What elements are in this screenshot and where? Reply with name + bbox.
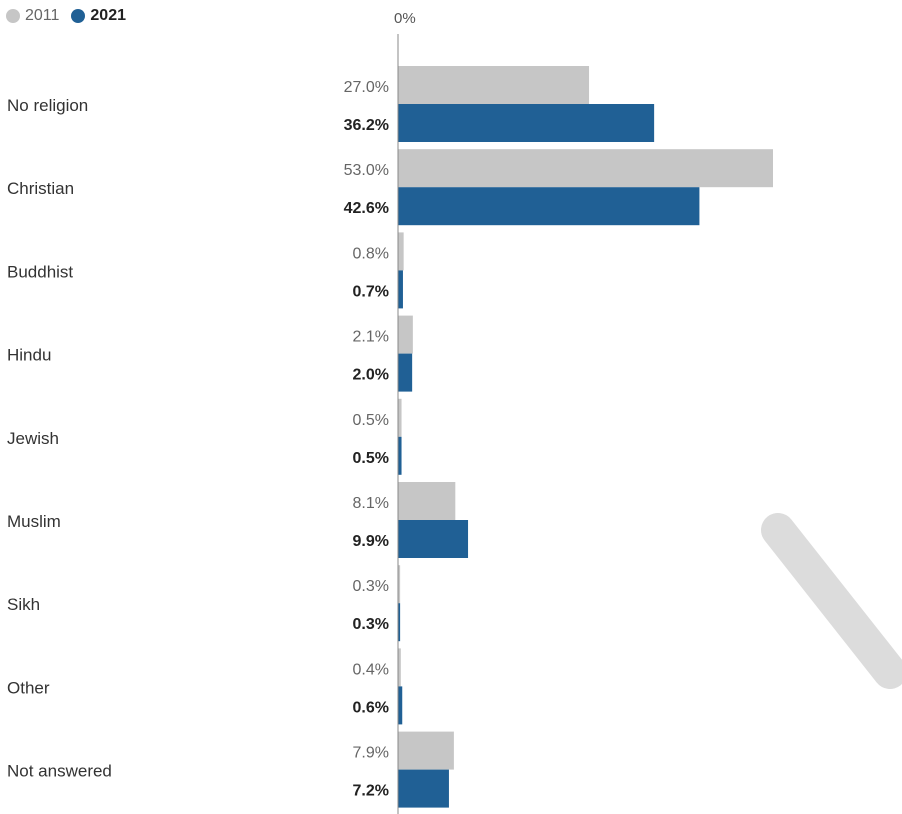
category-label-sikh: Sikh bbox=[7, 595, 40, 614]
category-label-no-religion: No religion bbox=[7, 96, 88, 115]
data-label-2011-jewish: 0.5% bbox=[353, 412, 389, 429]
data-label-2021-no-religion: 36.2% bbox=[344, 117, 389, 134]
decorative-stripe bbox=[761, 513, 902, 689]
data-label-2011-buddhist: 0.8% bbox=[353, 245, 389, 262]
category-label-christian: Christian bbox=[7, 179, 74, 198]
bar-2011-buddhist[interactable] bbox=[398, 232, 404, 271]
x-axis-tick-label: 0% bbox=[394, 10, 416, 27]
data-label-2011-christian: 53.0% bbox=[344, 162, 389, 179]
bar-2021-christian[interactable] bbox=[398, 187, 700, 226]
bar-2011-not-answered[interactable] bbox=[398, 731, 454, 770]
data-label-2011-hindu: 2.1% bbox=[353, 329, 389, 346]
legend-swatch-2011 bbox=[6, 9, 20, 23]
data-label-2011-muslim: 8.1% bbox=[353, 495, 389, 512]
legend-label-2011: 2011 bbox=[25, 7, 60, 24]
bar-2011-christian[interactable] bbox=[398, 149, 773, 188]
bar-2021-no-religion[interactable] bbox=[398, 104, 655, 142]
bar-2021-hindu[interactable] bbox=[398, 353, 413, 392]
bar-2011-jewish[interactable] bbox=[398, 398, 402, 437]
data-label-2021-muslim: 9.9% bbox=[353, 533, 389, 550]
data-label-2021-christian: 42.6% bbox=[344, 200, 389, 217]
legend-label-2021: 2021 bbox=[90, 7, 126, 24]
data-label-2021-buddhist: 0.7% bbox=[353, 283, 389, 300]
data-label-2021-other: 0.6% bbox=[353, 699, 389, 716]
bar-2011-sikh[interactable] bbox=[398, 565, 401, 604]
bar-2021-sikh[interactable] bbox=[398, 603, 401, 642]
bar-2021-buddhist[interactable] bbox=[398, 270, 403, 309]
data-label-2011-other: 0.4% bbox=[353, 661, 389, 678]
category-label-jewish: Jewish bbox=[7, 429, 59, 448]
legend: 2011 2021 bbox=[6, 7, 138, 25]
legend-item-2011[interactable]: 2011 bbox=[6, 7, 59, 25]
bar-2021-not-answered[interactable] bbox=[398, 769, 449, 808]
category-label-hindu: Hindu bbox=[7, 346, 51, 365]
data-label-2021-jewish: 0.5% bbox=[353, 450, 389, 467]
category-label-other: Other bbox=[7, 678, 50, 697]
category-label-muslim: Muslim bbox=[7, 512, 61, 531]
data-label-2021-hindu: 2.0% bbox=[353, 367, 389, 384]
data-label-2011-no-religion: 27.0% bbox=[344, 79, 389, 96]
category-label-not-answered: Not answered bbox=[7, 762, 112, 781]
data-label-2011-not-answered: 7.9% bbox=[353, 745, 389, 762]
bar-2011-other[interactable] bbox=[398, 648, 401, 687]
bar-2011-muslim[interactable] bbox=[398, 482, 456, 520]
legend-item-2021[interactable]: 2021 bbox=[71, 7, 126, 25]
bar-2011-no-religion[interactable] bbox=[398, 66, 590, 104]
legend-swatch-2021 bbox=[71, 9, 86, 23]
bar-2021-muslim[interactable] bbox=[398, 520, 469, 558]
bar-2011-hindu[interactable] bbox=[398, 315, 413, 354]
data-label-2011-sikh: 0.3% bbox=[353, 578, 389, 595]
data-label-2021-not-answered: 7.2% bbox=[353, 783, 389, 800]
category-label-buddhist: Buddhist bbox=[7, 262, 73, 281]
bar-2021-other[interactable] bbox=[398, 686, 403, 725]
data-label-2021-sikh: 0.3% bbox=[353, 616, 389, 633]
bar-2021-jewish[interactable] bbox=[398, 436, 402, 475]
